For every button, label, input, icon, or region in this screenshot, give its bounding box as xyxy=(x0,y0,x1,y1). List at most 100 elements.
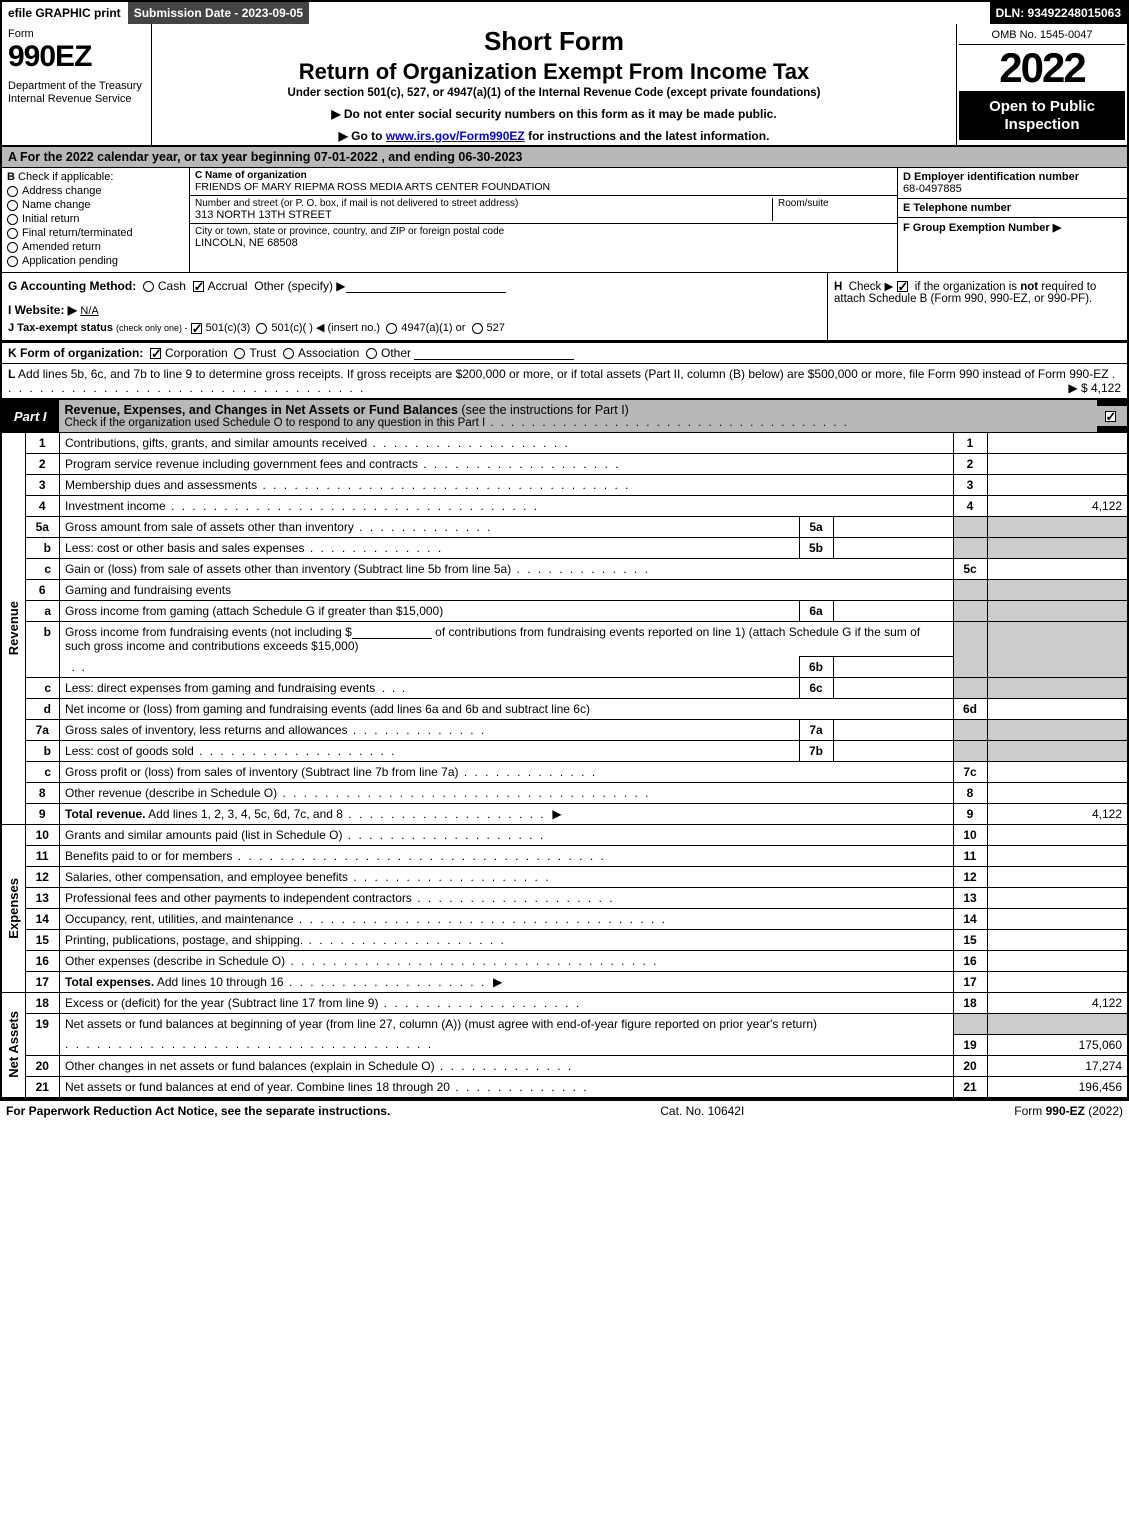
line-9-val: 4,122 xyxy=(987,804,1127,825)
chk-other-org[interactable] xyxy=(366,348,377,359)
form-container: efile GRAPHIC print Submission Date - 20… xyxy=(0,0,1129,1101)
section-h: H Check ▶ if the organization is not req… xyxy=(827,273,1127,340)
line-6-desc: Gaming and fundraising events xyxy=(60,580,953,601)
irs-link[interactable]: www.irs.gov/Form990EZ xyxy=(386,129,525,143)
line-6d-no: d xyxy=(26,699,60,720)
chk-4947[interactable] xyxy=(386,323,397,334)
j-label: J Tax-exempt status xyxy=(8,322,113,334)
city-label: City or town, state or province, country… xyxy=(195,226,892,237)
line-21-val: 196,456 xyxy=(987,1076,1127,1097)
line-5a-desc: Gross amount from sale of assets other t… xyxy=(60,517,799,538)
line-2-no: 2 xyxy=(26,454,60,475)
chk-527[interactable] xyxy=(472,323,483,334)
room-label: Room/suite xyxy=(778,198,892,209)
line-7c-no: c xyxy=(26,762,60,783)
line-9-no: 9 xyxy=(26,804,60,825)
line-11-desc: Benefits paid to or for members xyxy=(60,846,953,867)
line-6a-desc: Gross income from gaming (attach Schedul… xyxy=(60,601,799,622)
line-8-desc: Other revenue (describe in Schedule O) xyxy=(60,783,953,804)
line-18-val: 4,122 xyxy=(987,993,1127,1014)
revenue-block: Revenue 1 Contributions, gifts, grants, … xyxy=(2,433,1127,825)
instr2-pre: ▶ Go to xyxy=(339,129,386,143)
chk-final-return[interactable]: Final return/terminated xyxy=(7,227,184,239)
chk-assoc[interactable] xyxy=(283,348,294,359)
row-a-period: A For the 2022 calendar year, or tax yea… xyxy=(2,147,1127,168)
header-center: Short Form Return of Organization Exempt… xyxy=(152,24,957,145)
org-address: 313 NORTH 13TH STREET xyxy=(195,209,772,221)
line-19-dots xyxy=(60,1034,953,1055)
chk-address-change[interactable]: Address change xyxy=(7,185,184,197)
line-13-val xyxy=(987,888,1127,909)
line-9-desc: Total revenue. Add lines 1, 2, 3, 4, 5c,… xyxy=(60,804,953,825)
line-19-desc: Net assets or fund balances at beginning… xyxy=(60,1014,953,1035)
part-i-check xyxy=(1097,406,1127,426)
chk-name-change[interactable]: Name change xyxy=(7,199,184,211)
line-1-val xyxy=(987,433,1127,454)
netassets-table: 18 Excess or (deficit) for the year (Sub… xyxy=(26,993,1127,1097)
chk-schedule-o[interactable] xyxy=(1105,411,1116,422)
department-label: Department of the Treasury Internal Reve… xyxy=(8,80,145,106)
header-left: Form 990EZ Department of the Treasury In… xyxy=(2,24,152,145)
efile-label: efile GRAPHIC print xyxy=(2,2,128,24)
expenses-block: Expenses 10 Grants and similar amounts p… xyxy=(2,825,1127,993)
website-val: N/A xyxy=(80,305,98,317)
line-13-no: 13 xyxy=(26,888,60,909)
chk-501c3[interactable] xyxy=(191,323,202,334)
chk-application-pending[interactable]: Application pending xyxy=(7,255,184,267)
line-4-val: 4,122 xyxy=(987,496,1127,517)
chk-h[interactable] xyxy=(897,281,908,292)
line-6a-no: a xyxy=(26,601,60,622)
form-instr-1: ▶ Do not enter social security numbers o… xyxy=(156,107,952,121)
part-i-title: Revenue, Expenses, and Changes in Net As… xyxy=(59,400,1097,432)
line-19-val: 175,060 xyxy=(987,1034,1127,1055)
line-12-no: 12 xyxy=(26,867,60,888)
chk-cash[interactable] xyxy=(143,281,154,292)
tax-year: 2022 xyxy=(959,45,1125,91)
ein: 68-0497885 xyxy=(903,183,1122,195)
line-17-val xyxy=(987,972,1127,993)
line-11-no: 11 xyxy=(26,846,60,867)
chk-501c[interactable] xyxy=(256,323,267,334)
line-20-no: 20 xyxy=(26,1055,60,1076)
row-gh: G Accounting Method: Cash Accrual Other … xyxy=(2,273,1127,341)
g-label: G Accounting Method: xyxy=(8,279,136,293)
page-footer: For Paperwork Reduction Act Notice, see … xyxy=(0,1101,1129,1121)
line-3-val xyxy=(987,475,1127,496)
dln-label: DLN: 93492248015063 xyxy=(990,2,1127,24)
line-14-no: 14 xyxy=(26,909,60,930)
topbar: efile GRAPHIC print Submission Date - 20… xyxy=(2,2,1127,24)
line-2-desc: Program service revenue including govern… xyxy=(60,454,953,475)
line-7a-desc: Gross sales of inventory, less returns a… xyxy=(60,720,799,741)
line-5c-val xyxy=(987,559,1127,580)
section-k: K Form of organization: Corporation Trus… xyxy=(2,341,1127,364)
line-7c-val xyxy=(987,762,1127,783)
section-f: F Group Exemption Number ▶ xyxy=(898,218,1127,237)
line-5b-no: b xyxy=(26,538,60,559)
line-18-desc: Excess or (deficit) for the year (Subtra… xyxy=(60,993,953,1014)
line-16-no: 16 xyxy=(26,951,60,972)
chk-amended-return[interactable]: Amended return xyxy=(7,241,184,253)
line-6c-no: c xyxy=(26,678,60,699)
line-14-val xyxy=(987,909,1127,930)
addr-label: Number and street (or P. O. box, if mail… xyxy=(195,198,772,209)
line-6b-desc1: Gross income from fundraising events (no… xyxy=(60,622,953,657)
chk-corp[interactable] xyxy=(150,348,161,359)
org-name: FRIENDS OF MARY RIEPMA ROSS MEDIA ARTS C… xyxy=(195,181,892,193)
form-subtitle: Under section 501(c), 527, or 4947(a)(1)… xyxy=(156,87,952,99)
line-2-val xyxy=(987,454,1127,475)
line-6d-val xyxy=(987,699,1127,720)
line-5b-sub xyxy=(833,538,953,559)
chk-trust[interactable] xyxy=(234,348,245,359)
line-1-no: 1 xyxy=(26,433,60,454)
chk-initial-return[interactable]: Initial return xyxy=(7,213,184,225)
line-17-no: 17 xyxy=(26,972,60,993)
section-def: D Employer identification number 68-0497… xyxy=(897,168,1127,272)
line-11-val xyxy=(987,846,1127,867)
revenue-strip: Revenue xyxy=(2,433,26,824)
line-15-no: 15 xyxy=(26,930,60,951)
chk-accrual[interactable] xyxy=(193,281,204,292)
form-number: 990EZ xyxy=(8,40,145,74)
section-l: L Add lines 5b, 6c, and 7b to line 9 to … xyxy=(2,364,1127,400)
omb-number: OMB No. 1545-0047 xyxy=(959,26,1125,45)
j-sub: (check only one) - xyxy=(116,323,188,333)
